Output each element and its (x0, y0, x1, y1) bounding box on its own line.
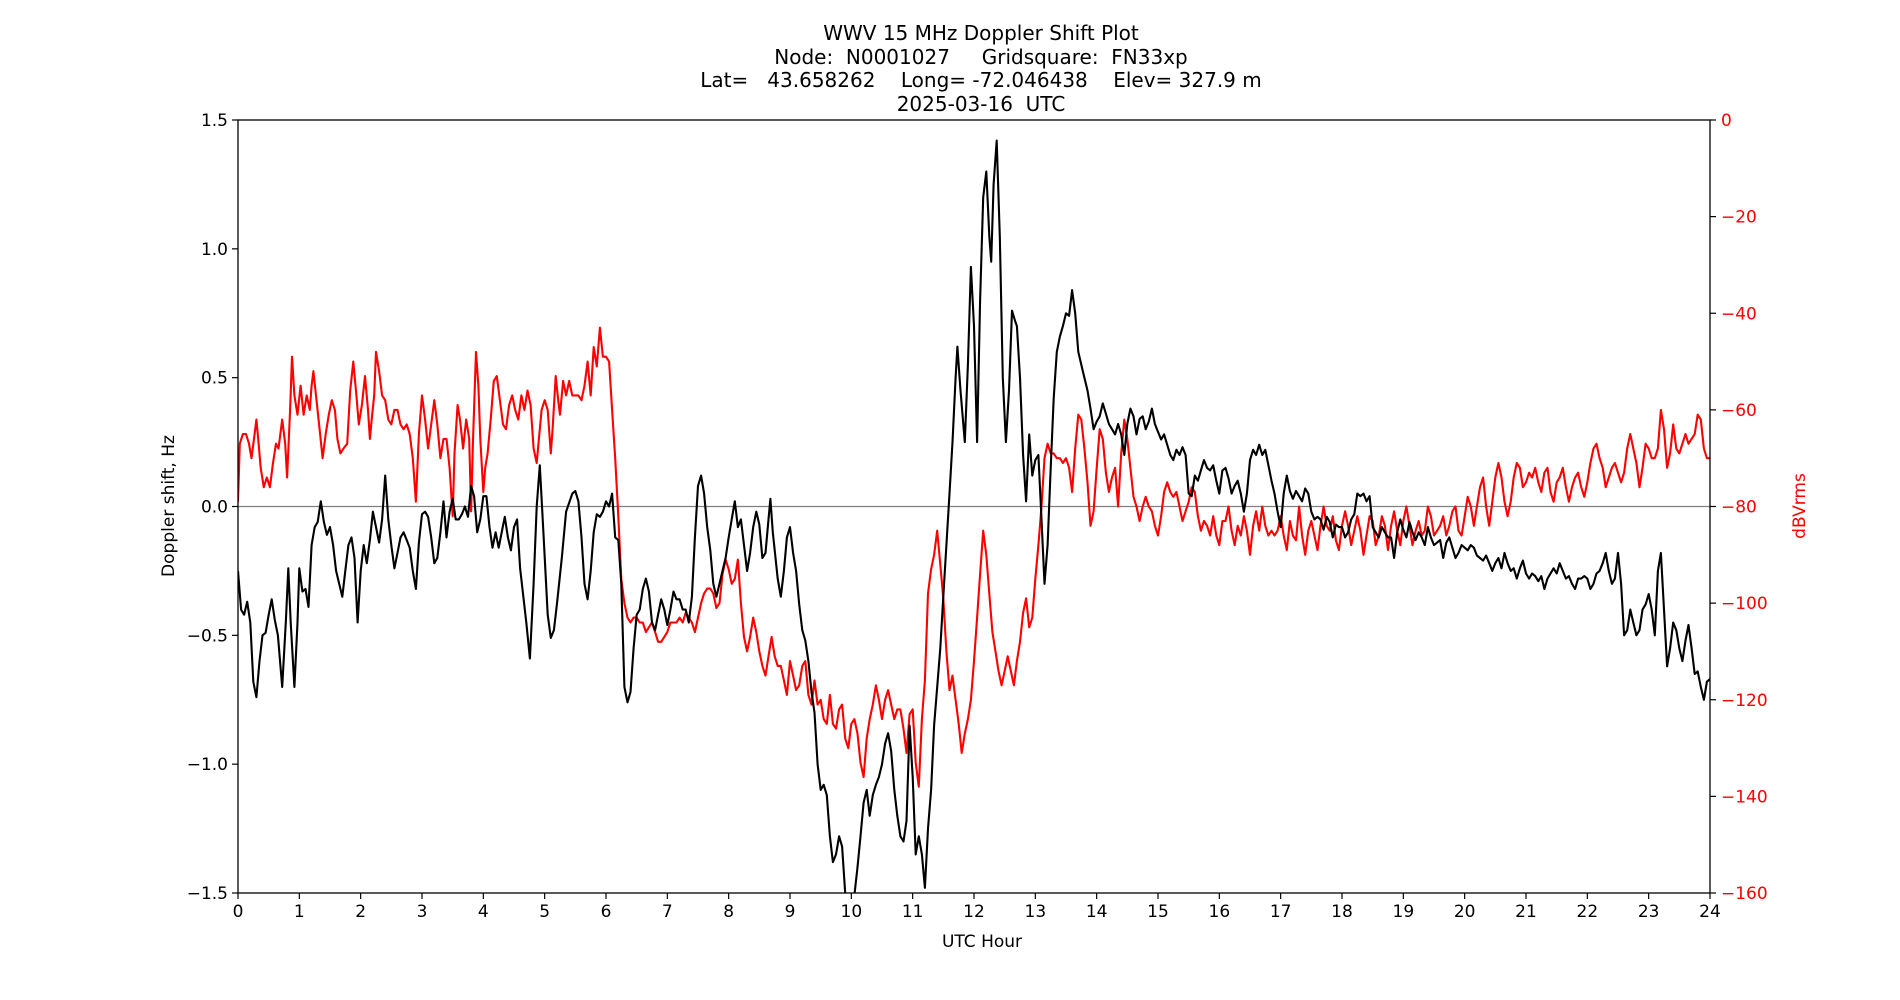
x-tick-label: 24 (1699, 902, 1721, 922)
chart-title-block: WWV 15 MHz Doppler Shift Plot Node: N000… (0, 21, 1900, 116)
y-tick-label: −1.5 (187, 884, 228, 904)
x-tick-label: 22 (1577, 902, 1599, 922)
x-tick-label: 6 (601, 902, 612, 922)
y-tick-label: 1.0 (201, 240, 228, 260)
x-tick-label: 17 (1270, 902, 1292, 922)
doppler-shift-line (238, 139, 1710, 893)
x-tick-label: 19 (1393, 902, 1415, 922)
x-tick-label: 4 (478, 902, 489, 922)
y-tick-label: 1.5 (201, 111, 228, 131)
chart-title: WWV 15 MHz Doppler Shift Plot (823, 21, 1139, 45)
x-tick-label: 18 (1331, 902, 1353, 922)
left-y-axis-label: Doppler shift, Hz (159, 435, 179, 577)
y2-tick-label: 0 (1721, 111, 1732, 131)
x-axis-ticks: 0 1 2 3 4 5 6 7 8 9 10 11 12 13 14 15 16 17 18 19 20 21 22 23 24 (233, 893, 1721, 922)
chart-subtitle-node: Node: N0001027 Gridsquare: FN33xp (774, 44, 1188, 69)
y-tick-label: −0.5 (187, 626, 228, 646)
chart-subtitle-date: 2025-03-16 UTC (896, 91, 1066, 116)
y-tick-label: −1.0 (187, 755, 228, 775)
signal-level-line (238, 326, 1710, 788)
x-tick-label: 12 (963, 902, 985, 922)
left-y-axis-ticks: −1.5 −1.0 −0.5 0.0 0.5 1.0 1.5 (187, 111, 238, 904)
x-tick-label: 7 (662, 902, 673, 922)
x-tick-label: 23 (1638, 902, 1660, 922)
x-tick-label: 5 (539, 902, 550, 922)
x-tick-label: 2 (355, 902, 366, 922)
y-tick-label: 0.5 (201, 369, 228, 389)
y-tick-label: 0.0 (201, 498, 228, 518)
x-tick-label: 11 (902, 902, 924, 922)
right-y-axis-label: dBVrms (1790, 473, 1810, 539)
x-tick-label: 15 (1147, 902, 1169, 922)
doppler-shift-series (238, 139, 1710, 893)
y2-tick-label: −140 (1721, 787, 1768, 807)
x-tick-label: 0 (233, 902, 244, 922)
y2-tick-label: −160 (1721, 884, 1768, 904)
signal-level-series (238, 326, 1710, 788)
y2-tick-label: −20 (1721, 208, 1757, 228)
x-tick-label: 3 (417, 902, 428, 922)
x-tick-label: 9 (785, 902, 796, 922)
y2-tick-label: −40 (1721, 304, 1757, 324)
x-tick-label: 10 (841, 902, 863, 922)
x-tick-label: 1 (294, 902, 305, 922)
y2-tick-label: −100 (1721, 594, 1768, 614)
y2-tick-label: −120 (1721, 691, 1768, 711)
x-tick-label: 16 (1209, 902, 1231, 922)
x-tick-label: 8 (723, 902, 734, 922)
y2-tick-label: −80 (1721, 498, 1757, 518)
x-tick-label: 14 (1086, 902, 1108, 922)
x-tick-label: 13 (1025, 902, 1047, 922)
x-tick-label: 21 (1515, 902, 1537, 922)
chart-subtitle-location: Lat= 43.658262 Long= -72.046438 Elev= 32… (700, 68, 1262, 92)
right-y-axis-ticks: −160 −140 −120 −100 −80 −60 −40 −20 0 (1710, 111, 1768, 904)
x-axis-label: UTC Hour (942, 932, 1022, 952)
y2-tick-label: −60 (1721, 401, 1757, 421)
x-tick-label: 20 (1454, 902, 1476, 922)
